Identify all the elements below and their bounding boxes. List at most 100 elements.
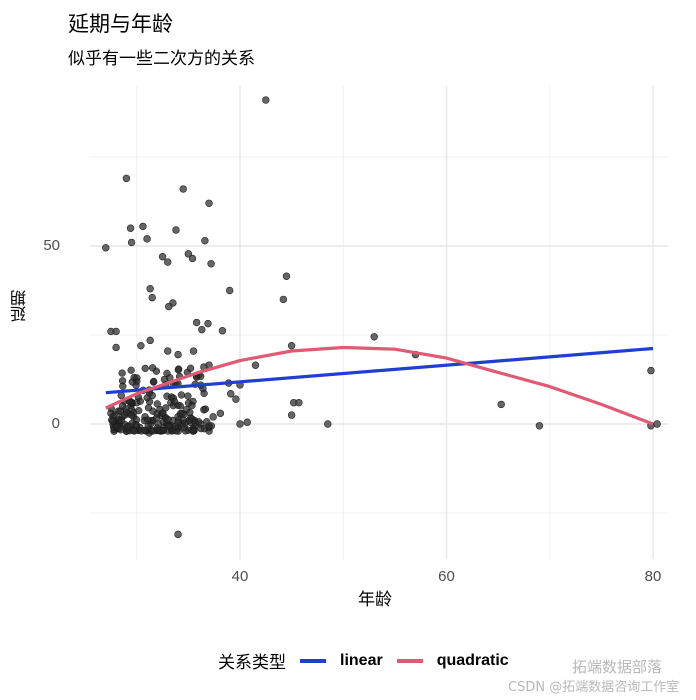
legend-label-quadratic: quadratic [436,651,509,669]
data-point [184,250,193,258]
fit-line-quadratic [105,345,654,426]
data-point [201,405,210,413]
data-point [251,361,260,369]
data-point [119,382,127,390]
data-point [188,401,196,410]
data-point [141,364,149,373]
data-point [102,244,110,252]
data-point [127,238,136,247]
x-tick-label: 40 [231,568,249,585]
data-point [146,336,154,345]
data-point [279,295,288,304]
data-point [158,252,167,261]
data-point [148,364,157,372]
data-point [262,96,270,104]
data-point [144,416,152,424]
y-axis-label: 延期 [10,290,29,322]
data-point [324,420,332,428]
data-point [205,199,213,207]
data-point [164,258,172,266]
data-point [123,423,131,431]
data-point [198,325,206,334]
data-point [172,226,180,234]
data-point [497,400,505,409]
data-point [197,424,205,433]
data-point [205,422,213,430]
data-point [201,236,209,245]
data-point [209,413,217,421]
data-point [188,254,197,263]
data-point [225,286,234,295]
data-point [164,347,172,355]
data-point [243,418,251,426]
chart-title: 延期与年龄 [68,12,173,36]
data-point [181,419,189,427]
data-point [200,389,208,398]
data-point [170,397,179,405]
x-tick-label: 80 [644,568,662,585]
legend-title: 关系类型 [218,653,286,673]
data-point [227,390,235,398]
data-point [164,415,172,424]
data-point [186,364,195,372]
data-point [112,343,120,352]
data-point [195,418,203,426]
data-point [204,319,212,328]
data-point [133,374,141,382]
data-point [117,426,125,434]
data-point [174,350,182,359]
legend-key-quadratic [396,658,423,663]
legend-key-linear [300,658,326,663]
x-tick-label: 60 [438,568,455,585]
watermark-line1: 拓端数据部落 [572,658,663,676]
data-point [159,426,168,435]
data-point [192,318,201,327]
data-point [171,422,180,431]
data-point [137,341,145,350]
data-point [207,260,215,268]
y-tick-label: 0 [51,415,60,432]
data-point [174,366,182,374]
data-point [176,402,184,410]
chart-subtitle: 似乎有一些二次方的关系 [68,49,255,69]
x-axis-label: 年龄 [358,590,392,610]
data-point [130,427,138,435]
data-point [118,369,126,377]
data-point [139,222,147,231]
watermark-line2: CSDN @拓端数据咨询工作室 [508,680,680,695]
data-point [653,420,661,428]
data-point [122,174,131,183]
data-point [159,409,167,417]
legend-label-linear: linear [340,651,383,669]
data-point [179,185,187,193]
data-point [186,408,194,417]
legend: 关系类型 linear quadratic [218,648,523,674]
data-point [141,426,149,434]
data-point [127,366,135,374]
data-point [148,293,156,302]
data-point [189,347,198,355]
y-tick-label: 50 [43,237,60,254]
data-point [647,366,655,375]
data-point [535,422,544,430]
data-point [126,224,135,232]
data-point [184,392,192,400]
data-point [108,417,117,425]
data-point [150,377,158,386]
data-point [282,272,291,280]
data-point [153,424,161,432]
data-point [236,420,244,428]
data-point [165,302,173,311]
data-point [120,411,129,419]
data-point [178,409,186,418]
data-point [118,402,127,410]
data-point [232,395,240,403]
data-point [174,530,182,539]
data-point [189,427,197,435]
data-point [370,333,378,341]
data-point [295,398,303,407]
data-point [143,235,151,243]
data-point [163,369,171,378]
data-point [216,409,225,418]
